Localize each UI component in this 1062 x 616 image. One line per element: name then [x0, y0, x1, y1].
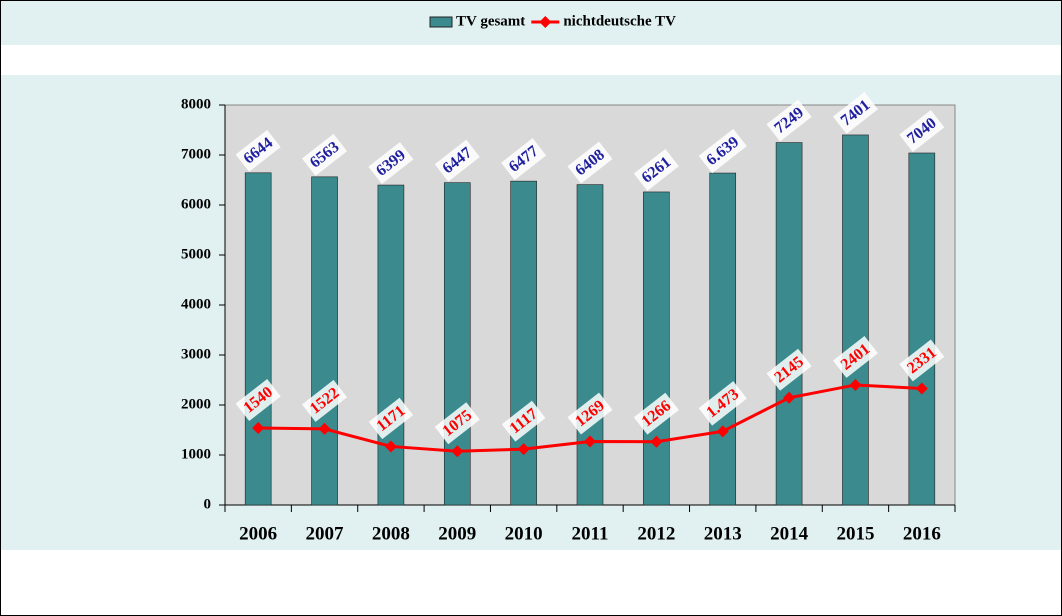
x-tick-label: 2012: [637, 523, 675, 544]
data-label-box: [434, 139, 480, 182]
data-label-box: [698, 128, 747, 174]
x-tick-label: 2013: [704, 523, 742, 544]
legend-swatch: [429, 16, 453, 28]
data-label-box: [302, 133, 348, 176]
data-label-box: [368, 142, 414, 185]
data-label-box: [368, 397, 414, 440]
y-tick-label: 3000: [181, 346, 211, 362]
y-tick-label: 0: [204, 496, 212, 512]
data-label-box: [633, 392, 679, 435]
x-tick-label: 2015: [836, 523, 874, 544]
y-tick-label: 1000: [181, 446, 211, 462]
data-label-box: [235, 129, 281, 172]
bar: [709, 172, 737, 506]
data-label-box: [899, 110, 945, 152]
marker: [517, 443, 530, 456]
bar: [908, 152, 936, 506]
y-tick-label: 8000: [181, 96, 211, 112]
legend-band: [0, 0, 1062, 45]
bar: [775, 142, 803, 506]
x-tick-label: 2014: [770, 523, 809, 544]
data-label-box: [567, 141, 613, 184]
legend-marker: [539, 16, 552, 28]
data-label-box: [501, 400, 546, 442]
marker: [783, 391, 796, 404]
data-label: 6477: [501, 138, 547, 181]
x-tick-label: 2006: [239, 523, 277, 544]
y-tick-label: 2000: [181, 396, 211, 412]
data-label-box: [899, 339, 945, 382]
y-tick-label: 7000: [181, 146, 211, 162]
marker: [849, 378, 862, 391]
data-label: 1266: [633, 392, 679, 435]
bar: [377, 184, 405, 506]
bar: [576, 184, 604, 506]
marker: [451, 445, 464, 458]
data-label-box: [302, 379, 348, 422]
data-label-box: [434, 402, 480, 445]
marker: [915, 382, 928, 395]
data-label-box: [766, 348, 812, 391]
bar: [842, 134, 869, 506]
marker: [318, 422, 331, 435]
marker: [384, 440, 397, 453]
x-tick-label: 2011: [572, 523, 609, 544]
bar: [244, 172, 272, 506]
marker: [252, 422, 265, 434]
x-tick-label: 2010: [505, 523, 543, 544]
data-label-box: [567, 392, 613, 435]
x-tick-label: 2008: [372, 523, 410, 544]
marker: [650, 435, 663, 448]
y-tick-label: 5000: [181, 246, 211, 262]
y-tick-label: 6000: [181, 196, 211, 212]
data-label-box: [832, 335, 878, 378]
bar: [510, 180, 537, 506]
data-label-box: [832, 91, 878, 134]
legend-label: TV gesamt: [456, 13, 525, 29]
marker: [716, 425, 729, 438]
bar: [311, 176, 338, 506]
y-tick-label: 4000: [181, 296, 211, 312]
x-tick-label: 2009: [438, 523, 476, 544]
x-tick-label: 2016: [903, 523, 941, 544]
bar: [643, 191, 670, 506]
data-label-box: [633, 148, 679, 191]
data-label-box: [766, 99, 812, 142]
data-label-box: [698, 381, 747, 426]
data-label-box: [235, 379, 281, 421]
legend-label: nichtdeutsche TV: [563, 13, 676, 29]
x-tick-label: 2007: [306, 523, 345, 544]
data-label-box: [501, 138, 547, 181]
marker: [584, 435, 596, 448]
